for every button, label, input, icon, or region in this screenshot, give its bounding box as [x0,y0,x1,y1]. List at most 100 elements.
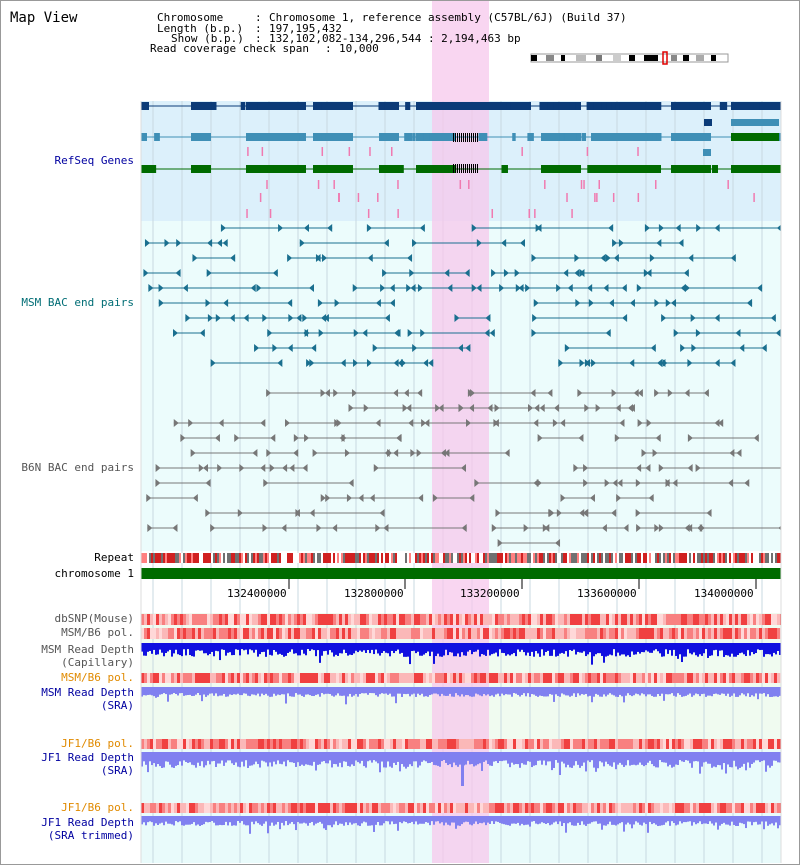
read-depth-bar [649,687,651,695]
read-depth-bar [481,643,483,655]
repeat-element [163,553,165,563]
read-depth-bar [341,643,343,654]
read-depth-bar [259,816,261,825]
polymorphism-cell [768,628,771,639]
repeat-element [255,553,257,563]
read-depth-bar [259,752,261,768]
read-depth-bar [289,816,291,824]
read-depth-bar [365,687,367,694]
read-depth-bar [635,752,637,766]
read-depth-bar [401,643,403,653]
bac-end-marker [605,329,611,337]
polymorphism-cell [300,803,303,813]
read-depth-bar [629,816,631,825]
track-label-jf1-depth-sra[interactable]: JF1 Read Depth [41,751,134,764]
polymorphism-cell [507,673,510,683]
track-label-jf1-depth-trimmed[interactable]: JF1 Read Depth [41,816,134,829]
track-label-msm-b6-pol-1[interactable]: MSM/B6 pol. [61,626,134,639]
read-depth-bar [635,687,637,694]
read-depth-bar [267,643,269,650]
gene-exon [416,102,531,110]
track-label-refseq[interactable]: RefSeq Genes [54,154,134,167]
polymorphism-cell [750,739,753,749]
polymorphism-cell [513,739,516,749]
read-depth-bar [377,752,379,764]
track-label-jf1-b6-pol-1[interactable]: JF1/B6 pol. [61,737,134,750]
read-depth-bar [347,752,349,766]
polymorphism-cell [339,739,342,749]
read-depth-bar [483,643,485,655]
polymorphism-cell [495,739,498,749]
read-depth-bar [711,643,713,656]
read-depth-bar [467,687,469,696]
polymorphism-cell [756,739,759,749]
read-depth-bar [271,643,273,656]
polymorphism-cell [144,673,147,683]
bac-end-marker [547,389,553,397]
read-depth-bar [165,687,167,695]
repeat-element [735,553,737,563]
polymorphism-cell [747,803,750,813]
read-depth-bar [445,752,447,763]
bac-end-marker [389,299,395,307]
bac-end-marker [680,284,686,292]
read-depth-bar [481,752,483,771]
read-depth-bar [657,752,659,768]
polymorphism-cell [411,803,414,813]
read-depth-bar [557,687,559,696]
read-depth-bar [629,752,631,766]
read-depth-bar [527,752,529,762]
polymorphism-cell [516,739,519,749]
polymorphism-cell [732,803,735,813]
info-colon-3: : [255,32,262,45]
polymorphism-cell [672,628,675,639]
gene-exon [703,149,711,156]
read-depth-bar [585,643,587,657]
read-depth-bar [353,687,355,696]
read-depth-bar [493,687,495,697]
bac-end-marker [636,524,642,532]
repeat-element [595,553,597,563]
read-depth-bar [167,687,169,702]
track-label-b6n-bac[interactable]: B6N BAC end pairs [21,461,134,474]
read-depth-bar [235,816,237,826]
track-label-repeat[interactable]: Repeat [94,551,134,564]
track-label-msm-depth-sra[interactable]: MSM Read Depth [41,686,134,699]
read-depth-bar [715,816,717,823]
read-depth-bar [501,687,503,694]
read-depth-bar [171,816,173,825]
polymorphism-cell [585,739,588,749]
read-depth-bar [403,687,405,694]
polymorphism-cell [399,673,402,683]
read-depth-bar [375,752,377,762]
bac-end-marker [503,269,509,277]
gene-exon [647,133,653,141]
track-label-msm-depth-capillary[interactable]: MSM Read Depth [41,643,134,656]
read-depth-bar [279,687,281,696]
polymorphism-cell [399,739,402,749]
read-depth-bar [743,643,745,655]
bac-end-marker [220,224,226,232]
read-depth-bar [159,687,161,695]
read-depth-bar [265,752,267,763]
polymorphism-cell [186,614,189,625]
read-depth-bar [597,816,599,824]
repeat-element [383,553,385,563]
gene-exon [299,133,304,141]
read-depth-bar [323,752,325,762]
track-label-jf1-b6-pol-2[interactable]: JF1/B6 pol. [61,801,134,814]
track-label-msm-bac[interactable]: MSM BAC end pairs [21,296,134,309]
track-label-msm-b6-pol-2[interactable]: MSM/B6 pol. [61,671,134,684]
track-label-dbsnp[interactable]: dbSNP(Mouse) [54,612,134,625]
polymorphism-cell [744,739,747,749]
repeat-element [193,553,195,563]
polymorphism-cell [315,803,318,813]
repeat-element [231,553,233,563]
read-depth-bar [359,816,361,827]
bac-end-marker [654,389,660,397]
read-depth-bar [717,752,719,765]
track-label-chromosome[interactable]: chromosome 1 [54,567,134,580]
read-depth-bar [203,816,205,825]
read-depth-bar [483,687,485,695]
